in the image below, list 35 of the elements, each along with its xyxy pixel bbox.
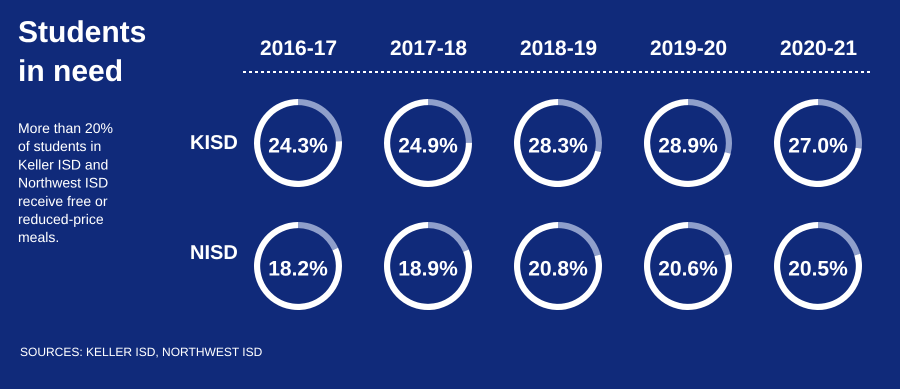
text: NISD: [190, 242, 238, 264]
text: 18.9%: [398, 258, 458, 280]
donut-slice: [644, 222, 732, 310]
text: 27.0%: [788, 134, 848, 158]
text: 2016-17: [260, 37, 338, 60]
donut-slice: [384, 99, 472, 187]
donut-slice: [688, 222, 730, 256]
text: 20.6%: [658, 258, 718, 280]
text: More than 20% of students in Keller ISD and Northwest ISD receive free or reduced-price meals.: [18, 120, 113, 246]
text: 2017-18: [390, 37, 468, 60]
text: 2018-19: [520, 37, 598, 60]
donut-slice: [254, 222, 342, 310]
donut-slice: [774, 99, 862, 187]
donut-slice: [818, 222, 860, 256]
donut-slice: [428, 222, 469, 252]
donut-slice: [514, 99, 602, 187]
donut-slice: [644, 99, 731, 187]
text: 2019-20: [650, 37, 728, 60]
donut-slice: [774, 222, 862, 310]
donut-slice: [254, 99, 342, 187]
text: 2020-21: [780, 37, 858, 60]
text: 28.3%: [528, 134, 588, 158]
text: Students in need: [18, 16, 146, 88]
text: KISD: [190, 132, 238, 154]
text: 20.5%: [788, 258, 848, 280]
text: 24.3%: [268, 134, 328, 158]
text: 20.8%: [528, 258, 588, 280]
text: 28.9%: [658, 134, 718, 158]
donut-slice: [384, 222, 472, 310]
text: 18.2%: [268, 258, 328, 280]
source-note: SOURCES: KELLER ISD, NORTHWEST ISD: [20, 345, 263, 359]
donut-slice: [298, 222, 338, 250]
donut-slice: [514, 222, 602, 310]
text: 24.9%: [398, 134, 458, 158]
donut-slice: [558, 222, 600, 256]
